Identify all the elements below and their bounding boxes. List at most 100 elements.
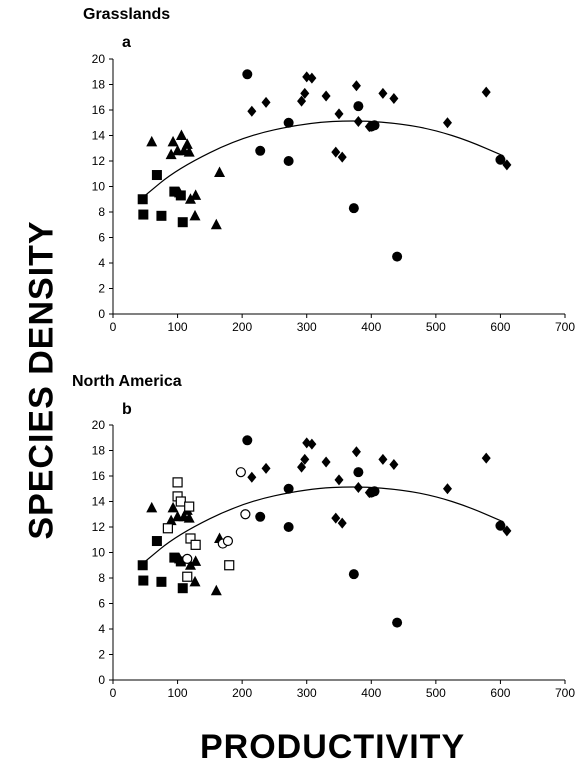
panel-b-point-open-circle <box>235 467 246 478</box>
panel-a-point-filled-triangle <box>190 189 202 200</box>
panel-b-point-filled-triangle <box>174 552 186 564</box>
panel-a-y-tick-label: 2 <box>98 282 105 296</box>
panel-a-point-filled-square <box>177 217 188 228</box>
panel-a-y-tick-label: 4 <box>98 256 105 270</box>
panel-a-point-filled-diamond <box>378 87 388 99</box>
panel-a-point-filled-diamond <box>261 96 271 108</box>
panel-b-point-open-circle <box>182 553 193 564</box>
panel-a-point-filled-triangle <box>181 138 193 149</box>
panel-b-fit-curve <box>141 486 505 565</box>
panel-a-point-filled-diamond <box>307 72 317 84</box>
panel-a-point-filled-circle <box>283 117 294 128</box>
panel-a-x-tick-label: 700 <box>555 320 575 334</box>
panel-a-x-tick-label: 100 <box>168 320 188 334</box>
panel-b-x-tick-label: 700 <box>555 686 575 700</box>
panel-b-point-filled-diamond <box>378 453 388 465</box>
panel-b-y-tick-label: 18 <box>92 444 106 458</box>
panel-b-y-tick-label: 14 <box>92 495 106 509</box>
panel-b-point-open-circle <box>222 535 234 547</box>
panel-a-point-filled-circle <box>348 203 359 214</box>
panel-b-point-open-square <box>185 533 196 544</box>
panel-b-y-tick-label: 8 <box>98 571 105 585</box>
panel-b-x-tick-label: 400 <box>361 686 381 700</box>
panel-a-point-filled-triangle <box>183 146 195 157</box>
panel-a-point-filled-diamond <box>321 90 331 102</box>
panel-b-point-filled-square <box>138 575 149 586</box>
panel-b-x-tick-label: 600 <box>490 686 510 700</box>
panel-b-point-filled-diamond <box>502 525 512 537</box>
panel-a-point-filled-circle <box>392 251 403 262</box>
panel-b-point-filled-diamond <box>247 471 257 483</box>
panel-a-point-filled-diamond <box>331 146 341 158</box>
panel-a-fit-curve <box>141 120 505 199</box>
panel-b-point-filled-circle <box>283 522 294 532</box>
panel-a-y-tick-label: 10 <box>92 180 106 194</box>
panel-b-point-open-square <box>172 477 183 488</box>
panel-a-point-filled-diamond <box>364 121 374 133</box>
panel-a-point-filled-diamond <box>300 87 310 99</box>
panel-a-title: Grasslands <box>83 6 171 23</box>
panel-a-point-filled-diamond <box>337 151 347 163</box>
panel-b-point-filled-diamond <box>442 483 452 495</box>
panel-a-x-tick-label: 0 <box>110 320 117 334</box>
panel-b-point-filled-diamond <box>300 453 310 465</box>
panel-a-point-filled-diamond <box>353 115 363 127</box>
panel-b-y-tick-label: 2 <box>98 648 105 662</box>
panel-a-point-filled-diamond <box>442 117 452 129</box>
panel-a-x-tick-label: 600 <box>490 320 510 334</box>
panel-b-point-filled-diamond <box>364 487 374 499</box>
panel-b-point-filled-diamond <box>331 512 341 524</box>
panel-b-point-filled-square <box>177 583 188 594</box>
panel-a-point-filled-triangle <box>175 129 187 140</box>
panel-b-x-tick-label: 500 <box>426 686 446 700</box>
panel-a-point-filled-square <box>169 186 180 197</box>
panel-a-point-filled-diamond <box>389 93 399 105</box>
panel-a-point-filled-square <box>156 210 167 221</box>
panel-a-y-tick-label: 16 <box>92 103 106 117</box>
panel-b-point-filled-square <box>169 552 180 563</box>
panel-b-point-filled-circle <box>353 467 364 478</box>
panel-a-y-tick-label: 14 <box>92 129 106 143</box>
panel-a-point-filled-circle <box>255 145 266 156</box>
panel-a-y-tick-label: 18 <box>92 78 106 92</box>
panel-b-point-filled-triangle <box>167 501 179 513</box>
panel-a-y-tick-label: 6 <box>98 231 105 245</box>
panel-a-point-filled-triangle <box>189 209 201 221</box>
panel-a-point-filled-circle <box>242 69 253 80</box>
panel-b-point-filled-diamond <box>481 452 491 464</box>
panel-b-y-tick-label: 6 <box>98 597 105 611</box>
panel-b-y-tick-label: 12 <box>92 520 106 534</box>
panel-a-point-filled-triangle <box>184 193 196 204</box>
panel-a-point-filled-circle <box>283 156 294 166</box>
panel-b-point-filled-diamond <box>307 438 317 450</box>
panel-a-point-filled-diamond <box>502 159 512 171</box>
panel-b-point-filled-circle <box>392 617 403 628</box>
panel-a-point-filled-diamond <box>351 80 361 92</box>
panel-b-point-filled-circle <box>348 569 359 580</box>
panel-b-point-filled-diamond <box>353 481 363 493</box>
panel-b-point-filled-diamond <box>321 456 331 468</box>
panel-b-point-filled-diamond <box>389 459 399 471</box>
panel-a-label: a <box>122 34 131 51</box>
panel-b-x-tick-label: 300 <box>297 686 317 700</box>
panel-a-y-tick-label: 12 <box>92 154 106 168</box>
panel-b-y-tick-label: 0 <box>98 673 105 687</box>
panel-a-point-filled-triangle <box>210 218 222 230</box>
panel-b-point-filled-circle <box>242 435 253 446</box>
panel-b-point-filled-triangle <box>210 584 222 596</box>
panel-a-point-filled-diamond <box>297 95 307 107</box>
panel-b-point-filled-diamond <box>351 446 361 458</box>
panel-a-point-filled-diamond <box>247 105 257 117</box>
panel-b-point-open-square <box>184 501 195 512</box>
panel-a-point-filled-square <box>151 170 162 181</box>
panel-a-point-filled-circle <box>495 154 506 165</box>
panel-b-y-tick-label: 10 <box>92 546 106 560</box>
panel-a-point-filled-triangle <box>165 148 177 160</box>
panel-b-point-filled-triangle <box>184 559 196 570</box>
panel-b-point-open-square <box>162 523 173 534</box>
panel-a-point-filled-triangle <box>167 135 179 147</box>
panel-a-y-tick-label: 0 <box>98 307 105 321</box>
panel-b-x-tick-label: 100 <box>168 686 188 700</box>
panel-b-point-filled-triangle <box>183 512 195 523</box>
